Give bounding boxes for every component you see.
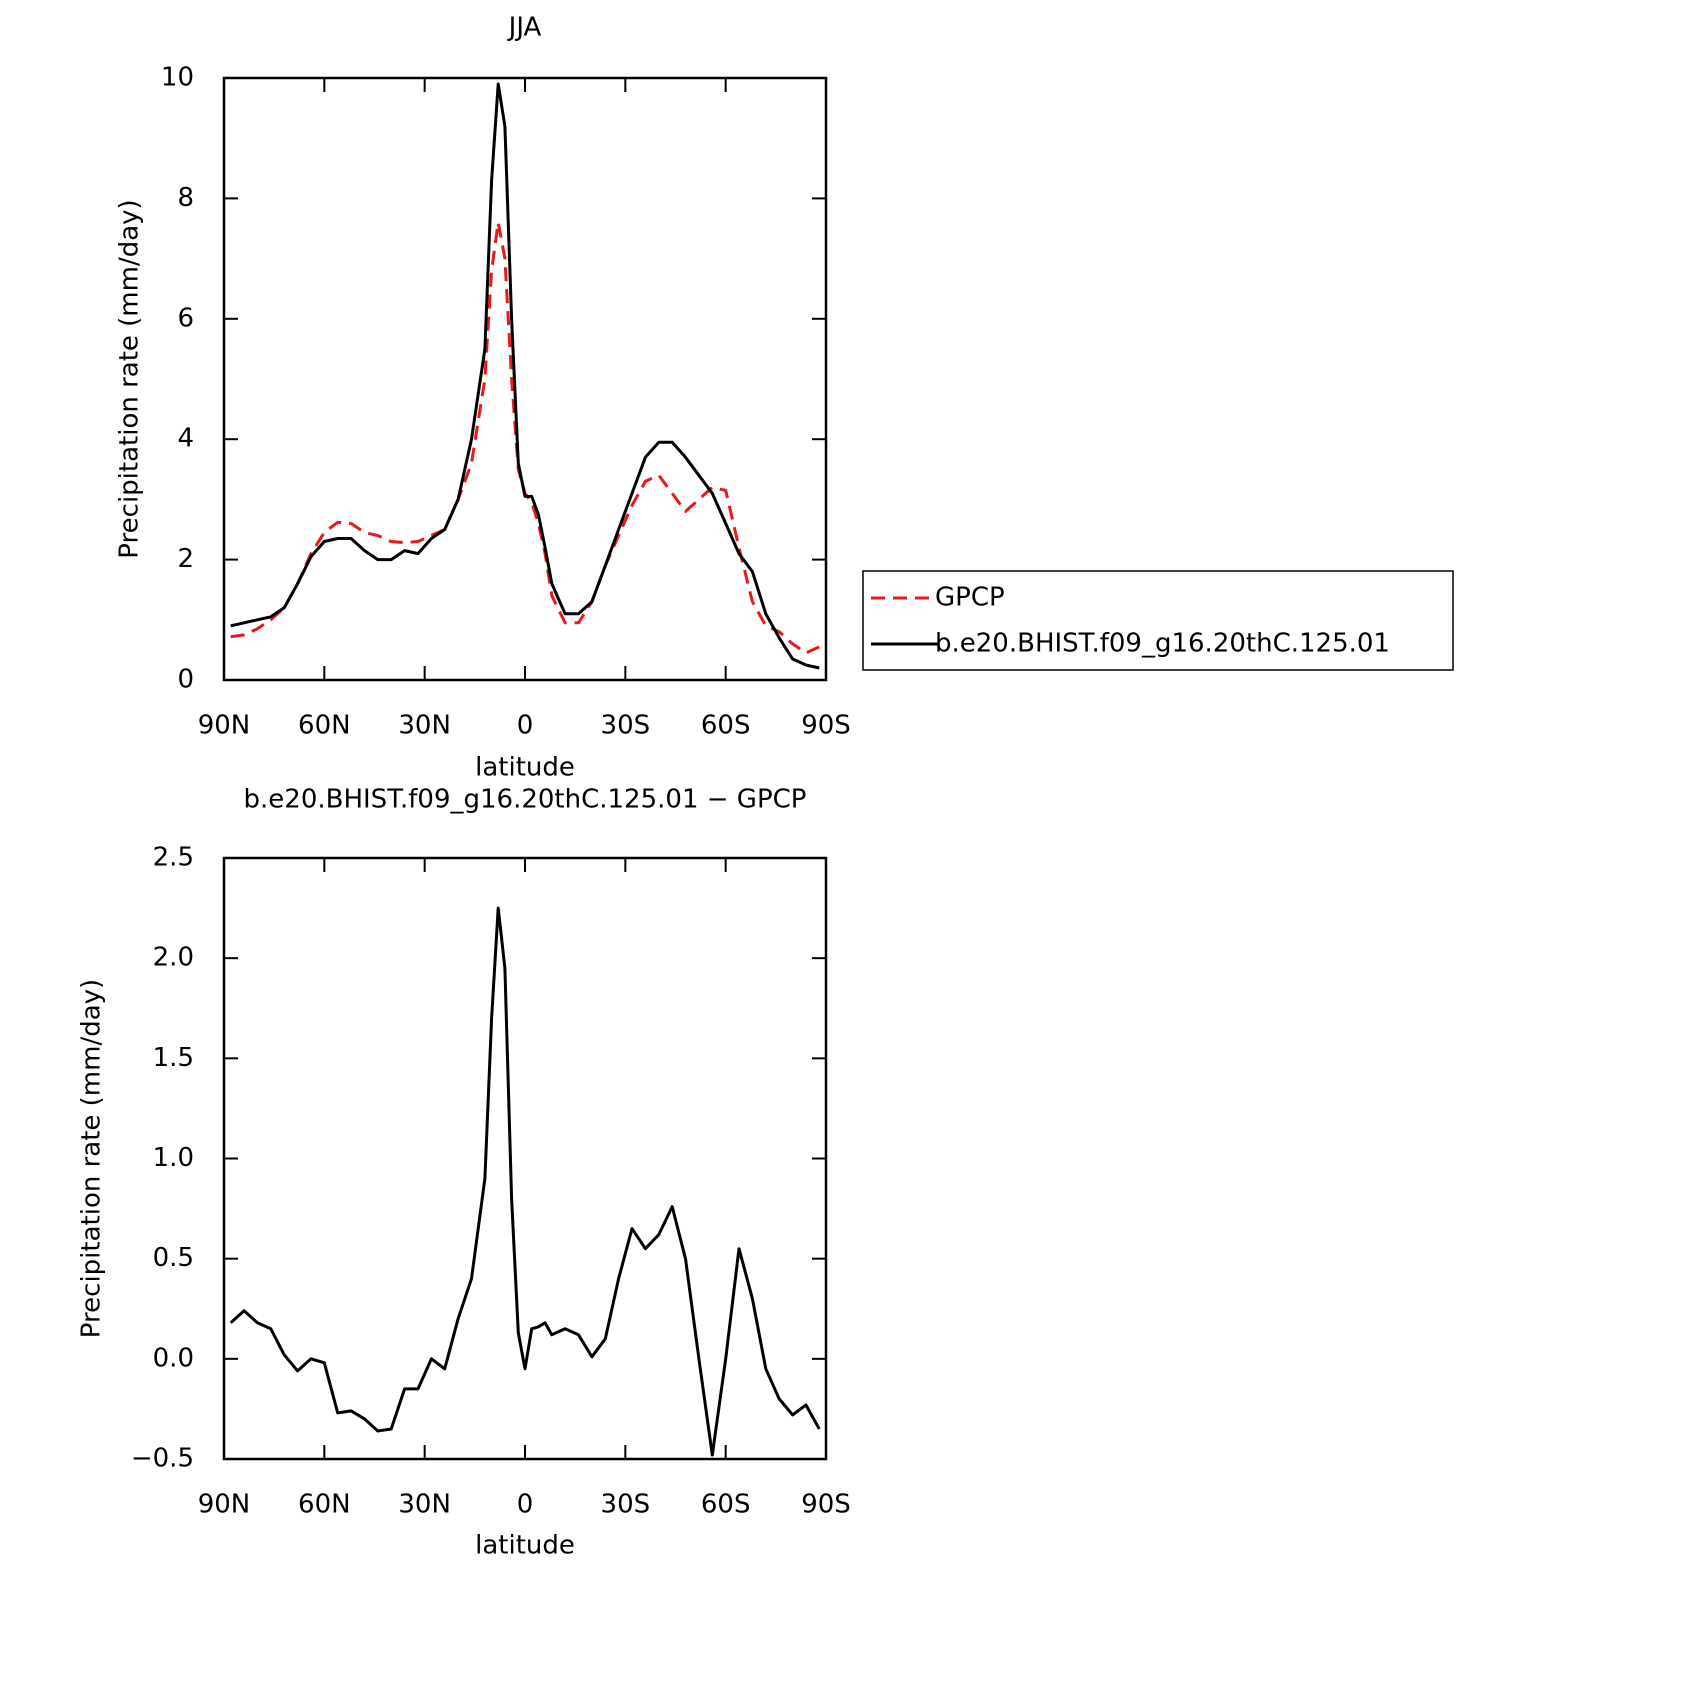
x-tick-label: 90S — [801, 711, 851, 741]
y-tick-label: 2.0 — [153, 943, 194, 973]
y-tick-label: 1.5 — [153, 1043, 194, 1073]
x-tick-label: 90S — [801, 1490, 851, 1520]
y-tick-label: 2 — [177, 544, 194, 574]
data-line — [230, 221, 820, 655]
y-tick-label: 2.5 — [153, 843, 194, 873]
legend-box — [862, 570, 1454, 671]
y-tick-label: 4 — [177, 424, 194, 454]
chart-title: JJA — [507, 13, 542, 43]
y-tick-label: 10 — [161, 63, 194, 93]
y-tick-label: 0.0 — [153, 1343, 194, 1373]
chart-title: b.e20.BHIST.f09_g16.20thC.125.01 − GPCP — [244, 785, 807, 815]
x-tick-label: 30S — [601, 711, 651, 741]
y-tick-label: 0 — [177, 665, 194, 695]
y-tick-label: 1.0 — [153, 1143, 194, 1173]
x-tick-label: 90N — [198, 1490, 251, 1520]
x-axis-label: latitude — [475, 1531, 575, 1561]
x-tick-label: 60S — [701, 711, 751, 741]
x-tick-label: 0 — [517, 711, 534, 741]
x-tick-label: 60S — [701, 1490, 751, 1520]
x-tick-label: 60N — [298, 1490, 351, 1520]
x-tick-label: 30N — [398, 1490, 451, 1520]
x-tick-label: 30S — [601, 1490, 651, 1520]
legend-label: GPCP — [935, 583, 1005, 613]
x-tick-label: 60N — [298, 711, 351, 741]
x-tick-label: 90N — [198, 711, 251, 741]
y-axis-label: Precipitation rate (mm/day) — [77, 979, 107, 1338]
y-axis-label: Precipitation rate (mm/day) — [115, 199, 145, 558]
y-tick-label: 8 — [177, 183, 194, 213]
x-tick-label: 30N — [398, 711, 451, 741]
data-line — [229, 906, 821, 1457]
legend-label: b.e20.BHIST.f09_g16.20thC.125.01 — [935, 629, 1390, 659]
data-line — [230, 82, 820, 670]
y-tick-label: −0.5 — [131, 1444, 194, 1474]
x-axis-label: latitude — [475, 753, 575, 783]
y-tick-label: 0.5 — [153, 1243, 194, 1273]
y-tick-label: 6 — [177, 303, 194, 333]
plot-frame — [222, 76, 828, 682]
x-tick-label: 0 — [517, 1490, 534, 1520]
